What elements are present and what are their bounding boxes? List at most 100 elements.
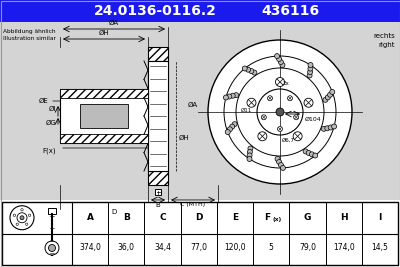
Circle shape [17, 213, 27, 223]
Text: 79,0: 79,0 [299, 244, 316, 253]
Circle shape [247, 156, 252, 162]
Text: 2x: 2x [283, 81, 290, 86]
Circle shape [227, 94, 232, 99]
Text: 77,0: 77,0 [190, 244, 207, 253]
Circle shape [278, 127, 282, 132]
Circle shape [288, 96, 292, 101]
Circle shape [294, 115, 299, 120]
Circle shape [325, 95, 330, 100]
Circle shape [275, 156, 280, 162]
Circle shape [252, 70, 257, 75]
Circle shape [16, 223, 18, 225]
Bar [2, 202, 398, 265]
Text: rechts
right: rechts right [373, 33, 395, 48]
Text: F: F [264, 213, 270, 222]
Circle shape [249, 69, 254, 73]
Circle shape [10, 206, 34, 230]
Bar [60, 89, 148, 98]
Circle shape [48, 245, 56, 252]
Bar [60, 89, 148, 143]
Circle shape [45, 241, 59, 255]
Circle shape [303, 149, 308, 154]
Circle shape [248, 150, 252, 154]
Circle shape [276, 57, 282, 61]
Text: E: E [232, 213, 238, 222]
Bar [148, 61, 168, 171]
Text: D: D [111, 209, 117, 215]
Circle shape [28, 214, 31, 217]
Text: 374,0: 374,0 [79, 244, 101, 253]
Circle shape [307, 73, 312, 78]
Circle shape [234, 93, 239, 98]
Circle shape [230, 124, 235, 129]
Circle shape [332, 124, 336, 129]
Text: 14,5: 14,5 [372, 244, 388, 253]
Circle shape [248, 146, 253, 151]
Text: I: I [378, 213, 382, 222]
Circle shape [325, 126, 330, 131]
Circle shape [227, 127, 232, 132]
Circle shape [306, 151, 311, 155]
Circle shape [208, 40, 352, 184]
Circle shape [276, 108, 284, 116]
Text: Ø104: Ø104 [305, 117, 322, 122]
Bar [148, 47, 168, 61]
Text: (x): (x) [272, 217, 282, 222]
Circle shape [258, 132, 267, 141]
Circle shape [247, 153, 252, 158]
Circle shape [230, 93, 235, 98]
Circle shape [20, 216, 24, 220]
Circle shape [313, 153, 318, 158]
Circle shape [232, 122, 237, 127]
Circle shape [246, 67, 251, 72]
Text: 34,4: 34,4 [154, 244, 171, 253]
Text: ØA: ØA [109, 20, 119, 26]
Text: Ø11: Ø11 [241, 108, 252, 112]
Bar [0, 200, 400, 267]
Circle shape [276, 77, 284, 87]
Circle shape [323, 97, 328, 102]
Circle shape [268, 96, 272, 101]
Circle shape [13, 214, 16, 217]
Circle shape [261, 115, 266, 120]
Text: C: C [159, 213, 166, 222]
Circle shape [242, 66, 247, 71]
Circle shape [308, 66, 313, 71]
Circle shape [21, 209, 23, 211]
Text: B: B [156, 202, 160, 208]
Text: 24.0136-0116.2: 24.0136-0116.2 [94, 4, 216, 18]
Circle shape [26, 223, 28, 225]
Bar [0, 22, 400, 200]
Bar [148, 171, 168, 185]
Text: ØG: ØG [45, 120, 56, 126]
Bar [155, 189, 161, 195]
Text: A: A [87, 213, 94, 222]
Text: ØE: ØE [38, 98, 48, 104]
Circle shape [330, 89, 335, 95]
Text: 36,0: 36,0 [118, 244, 135, 253]
Text: 5: 5 [269, 244, 274, 253]
Bar [0, 0, 400, 22]
Circle shape [321, 126, 326, 131]
Bar [60, 134, 148, 143]
Circle shape [328, 125, 333, 130]
Circle shape [274, 54, 280, 58]
Circle shape [328, 92, 333, 97]
Text: ØA: ØA [188, 102, 198, 108]
Text: F(x): F(x) [42, 148, 56, 154]
Text: G: G [304, 213, 311, 222]
Bar [80, 104, 128, 128]
Circle shape [280, 166, 286, 170]
Circle shape [304, 98, 313, 107]
Circle shape [225, 129, 230, 135]
Circle shape [308, 62, 313, 68]
Text: 120,0: 120,0 [224, 244, 246, 253]
Text: ØH: ØH [179, 135, 190, 141]
Circle shape [247, 98, 256, 107]
Circle shape [224, 95, 228, 100]
Circle shape [278, 60, 283, 65]
Circle shape [293, 132, 302, 141]
Text: Ø6,7: Ø6,7 [282, 138, 295, 143]
Text: C (MTH): C (MTH) [180, 202, 206, 207]
Circle shape [277, 159, 282, 164]
